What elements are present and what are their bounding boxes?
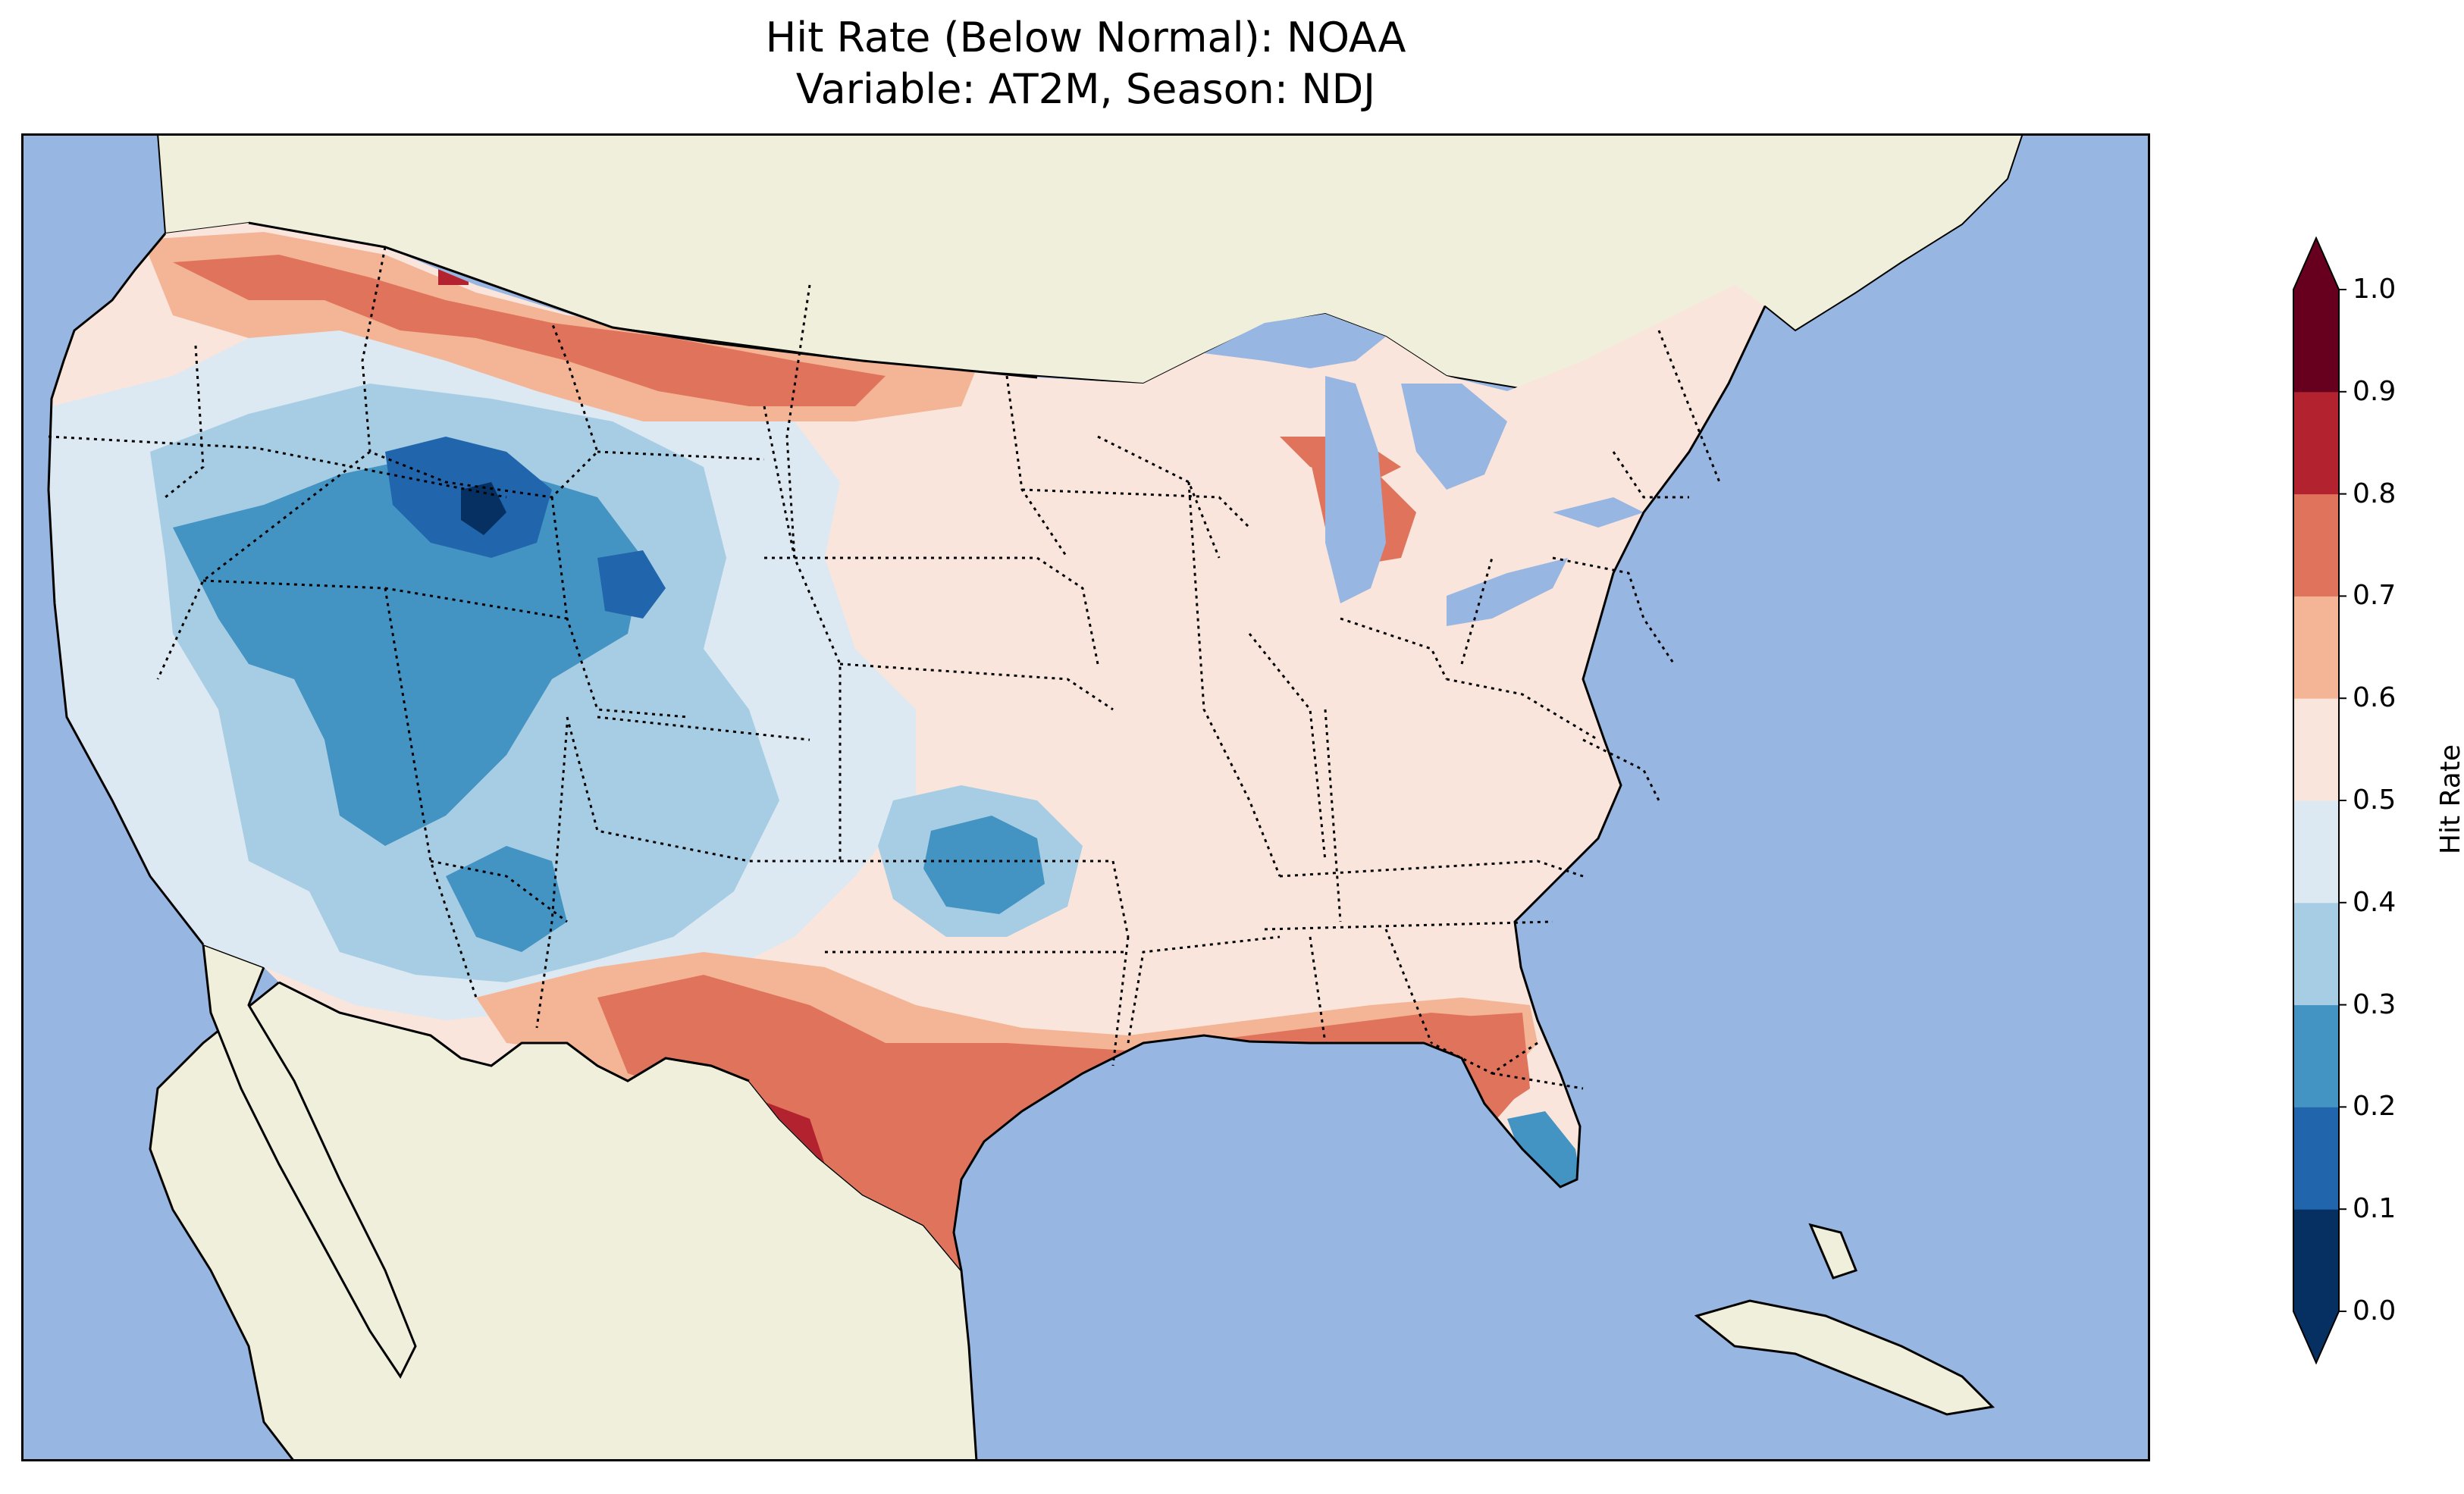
colorbar-tick-label: 0.1 (2353, 1193, 2397, 1225)
lake-ontario (1553, 497, 1644, 528)
lake-erie (1447, 558, 1568, 626)
coastline (47, 233, 1766, 1271)
land-baja (202, 942, 417, 1379)
chart-title-line-1: Hit Rate (Below Normal): NOAA (765, 14, 1406, 61)
colorbar-bin-0.8 (2293, 391, 2339, 495)
colorbar-tick-label: 0.9 (2353, 375, 2397, 407)
colorbar-extend-over (2293, 238, 2339, 290)
colorbar-tick-label: 0.4 (2353, 886, 2397, 918)
state-borders (48, 246, 1721, 1090)
field-az-020 (446, 846, 567, 952)
lake-michigan (1325, 376, 1386, 603)
colorbar-bin-0.5 (2293, 698, 2339, 801)
great-lakes (1204, 314, 1644, 626)
field-wyoming-010 (597, 550, 666, 619)
colorbar-bin-0.7 (2293, 493, 2339, 597)
lake-huron (1401, 384, 1507, 490)
chart-title-line-2: Variable: AT2M, Season: NDJ (795, 65, 1376, 113)
colorbar-bin-0.9 (2293, 290, 2339, 393)
colorbar-tick-label: 0.3 (2353, 988, 2397, 1020)
field-kansas-020 (923, 816, 1045, 914)
colorbar-tick-label: 0.7 (2353, 580, 2397, 612)
colorbar (2293, 236, 2346, 1365)
map-frame (21, 133, 2150, 1461)
colorbar-bin-0.1 (2293, 1107, 2339, 1210)
colorbar-tick-label: 0.5 (2353, 785, 2397, 816)
colorbar-tick-label: 1.0 (2353, 274, 2397, 305)
colorbar-bin-0.0 (2293, 1209, 2339, 1312)
lake-superior (1204, 314, 1386, 368)
land-cuba (1694, 1299, 1995, 1416)
land-bahamas (1808, 1223, 1857, 1279)
colorbar-tick-label: 0.0 (2353, 1295, 2397, 1326)
field-north-070 (173, 255, 886, 406)
field-montana-000 (461, 482, 506, 535)
colorbar-bin-0.3 (2293, 902, 2339, 1006)
colorbar-tick-label: 0.2 (2353, 1091, 2397, 1123)
map-panel[interactable] (21, 133, 2150, 1461)
colorbar-tick-label: 0.6 (2353, 682, 2397, 714)
colorbar-bin-0.2 (2293, 1004, 2339, 1107)
colorbar-tick-label: 0.8 (2353, 478, 2397, 509)
colorbar-title: Hit Rate (2435, 744, 2464, 855)
national-borders (248, 221, 1038, 1082)
colorbar-bin-0.4 (2293, 800, 2339, 904)
colorbar-bin-0.6 (2293, 596, 2339, 699)
colorbar-extend-under (2293, 1311, 2339, 1363)
field-west-020 (173, 452, 643, 846)
